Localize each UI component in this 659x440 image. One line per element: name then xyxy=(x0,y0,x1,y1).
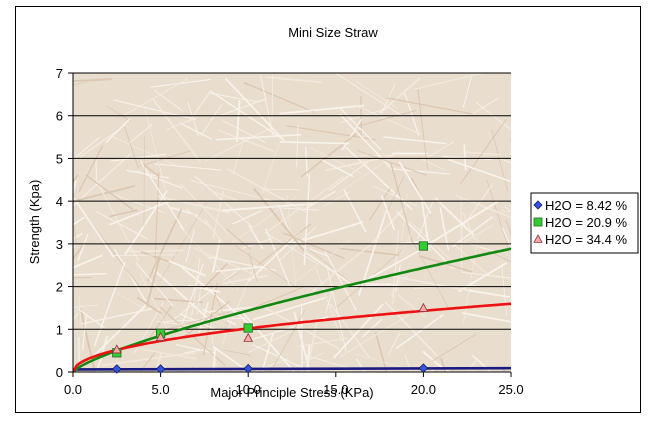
x-tick-label: 10.0 xyxy=(236,382,261,397)
legend: H2O = 8.42 % H2O = 20.9 % H2O = 34.4 % xyxy=(530,192,639,254)
y-tick-label: 4 xyxy=(56,194,63,209)
trendline-series-3 xyxy=(73,302,511,372)
trendlines xyxy=(73,247,511,372)
legend-box xyxy=(530,192,639,254)
data-point-series-3 xyxy=(155,331,166,341)
tick-labels: 0.0 5.0 10.0 15.0 20.0 25.0 0 1 2 3 4 5 6 7 xyxy=(56,66,524,397)
data-point-series-1 xyxy=(112,364,122,374)
x-tick-label: 25.0 xyxy=(498,382,523,397)
gridlines xyxy=(73,72,511,330)
y-tick-label: 1 xyxy=(56,322,63,337)
y-tick-label: 2 xyxy=(56,280,63,295)
data-point-series-3 xyxy=(243,332,254,342)
y-tick-label: 5 xyxy=(56,151,63,166)
x-tick-label: 0.0 xyxy=(64,382,82,397)
data-point-series-1 xyxy=(243,363,253,374)
markers xyxy=(111,241,429,374)
x-axis-label: Major Principle Stress (KPa) xyxy=(210,385,373,400)
legend-label-2: H2O = 20.9 % xyxy=(545,215,627,230)
legend-marker-1 xyxy=(533,200,543,210)
legend-marker-2 xyxy=(533,217,543,227)
y-tick-label: 0 xyxy=(56,365,63,380)
x-tick-label: 20.0 xyxy=(411,382,436,397)
trendline-series-1 xyxy=(73,366,511,371)
y-tick-label: 6 xyxy=(56,109,63,124)
data-point-series-1 xyxy=(418,363,429,373)
data-point-series-2 xyxy=(243,323,253,333)
y-tick-label: 3 xyxy=(56,237,63,252)
data-point-series-3 xyxy=(111,344,122,354)
axes xyxy=(68,72,512,377)
data-point-series-3 xyxy=(418,302,429,312)
x-tick-label: 15.0 xyxy=(323,382,348,397)
data-point-series-1 xyxy=(155,364,166,374)
x-tick-label: 5.0 xyxy=(152,382,170,397)
legend-label-1: H2O = 8.42 % xyxy=(545,198,627,213)
straw-texture xyxy=(73,73,511,372)
chart-title: Mini Size Straw xyxy=(288,25,378,40)
legend-marker-3 xyxy=(533,234,543,243)
y-axis-label: Strength (Kpa) xyxy=(27,180,42,265)
trendline-series-2 xyxy=(73,247,511,372)
legend-label-3: H2O = 34.4 % xyxy=(545,232,627,247)
data-point-series-2 xyxy=(418,241,429,251)
y-tick-label: 7 xyxy=(56,66,63,81)
